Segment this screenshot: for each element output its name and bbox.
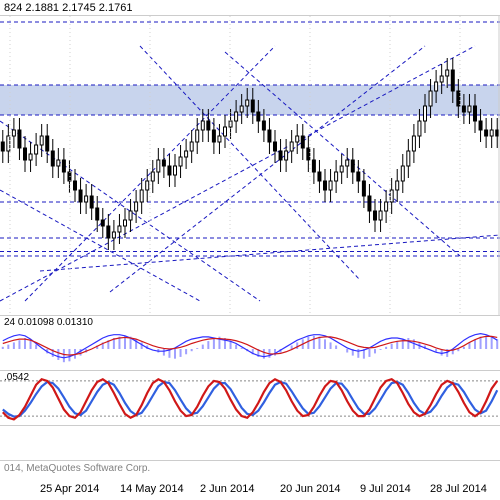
x-tick-label: 20 Jun 2014: [280, 483, 341, 495]
x-tick-label: 2 Jun 2014: [200, 483, 254, 495]
x-axis: 014, MetaQuotes Software Corp.01425 Apr …: [0, 460, 500, 500]
macd-panel[interactable]: 24 0.01098 0.01310: [0, 315, 500, 370]
macd-label: 24 0.01098 0.01310: [4, 317, 93, 328]
x-tick-label: 28 Jul 2014: [430, 483, 487, 495]
copyright: 014, MetaQuotes Software Corp.: [4, 463, 150, 474]
x-tick-label: 9 Jul 2014: [360, 483, 411, 495]
x-tick-label: 25 Apr 2014: [40, 483, 99, 495]
stoch-label: .0542: [4, 372, 29, 383]
x-tick-label: 14 May 2014: [120, 483, 184, 495]
price-panel[interactable]: [0, 15, 500, 315]
extra-panel: [0, 425, 500, 460]
stochastic-panel[interactable]: .0542: [0, 370, 500, 425]
ohlc-header: 824 2.1881 2.1745 2.1761: [4, 2, 132, 14]
